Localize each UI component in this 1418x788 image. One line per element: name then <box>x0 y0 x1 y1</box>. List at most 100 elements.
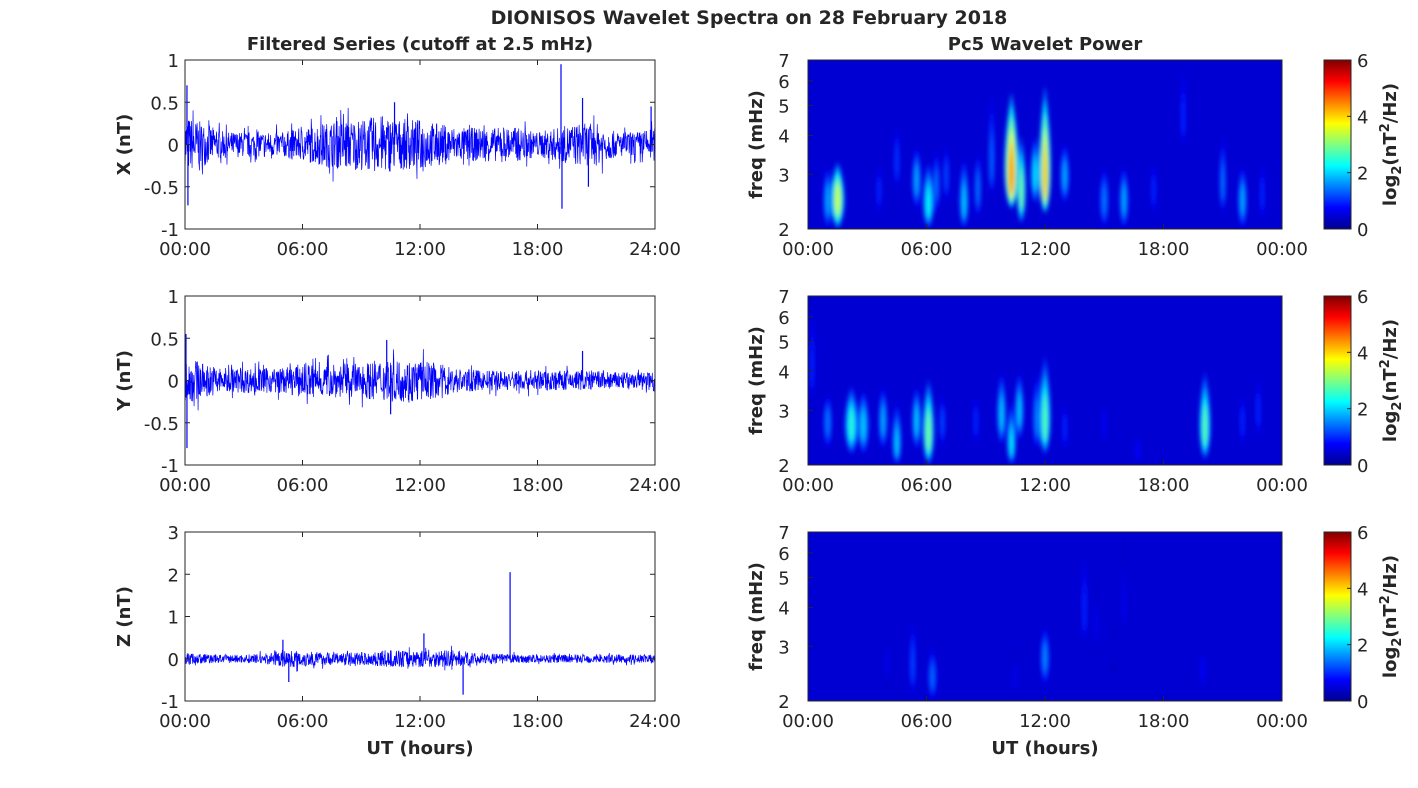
colorbar-tick-label: 4 <box>1357 579 1368 600</box>
x-tick-label: 00:00 <box>1256 475 1308 496</box>
colorbar-tick-label: 6 <box>1357 51 1368 72</box>
y-tick-label: 1 <box>168 608 179 629</box>
burst-4-layer-4 <box>881 404 885 437</box>
colorbar-gradient <box>1323 531 1352 702</box>
burst-9-layer-4 <box>1201 656 1205 683</box>
panel-title: Pc5 Wavelet Power <box>948 34 1143 55</box>
x-tick-label: 00:00 <box>1256 239 1308 260</box>
colorbar-tick-label: 0 <box>1357 220 1368 241</box>
y-tick-label: 0 <box>168 372 179 393</box>
burst-5-layer-4 <box>1083 581 1086 631</box>
burst-22-layer-4 <box>1261 177 1264 211</box>
x-tick-label: 18:00 <box>512 239 564 260</box>
burst-15-layer-4 <box>1063 414 1066 442</box>
y-tick-label: 2 <box>778 692 789 713</box>
x-tick-label: 24:00 <box>629 239 681 260</box>
colorbar-tick-label: 0 <box>1357 456 1368 477</box>
burst-8-layer-4 <box>962 183 966 218</box>
colorbar: 0 2 4 6 log2(nT2/Hz) <box>1323 287 1405 477</box>
y-tick-label: 6 <box>778 72 789 93</box>
burst-5-layer-4 <box>926 185 931 218</box>
y-tick-label: 3 <box>168 523 179 544</box>
series-panel-z: -1 0 1 2 3 00:00 06:00 12:00 18:00 24:00 Z (nT) UT … <box>114 523 681 759</box>
x-tick-label: 18:00 <box>512 711 564 732</box>
burst-3-layer-4 <box>861 408 866 442</box>
y-tick-label: 0 <box>168 650 179 671</box>
series-line <box>184 107 656 182</box>
colorbar: 0 2 4 6 log2(nT2/Hz) <box>1323 523 1405 713</box>
burst-7-layer-4 <box>926 409 931 452</box>
x-tick-label: 00:00 <box>782 239 834 260</box>
y-tick-label: 1 <box>168 287 179 308</box>
y-tick-label: 0 <box>168 136 179 157</box>
burst-17-layer-4 <box>1122 183 1126 216</box>
y-tick-label: 0.5 <box>150 329 179 350</box>
burst-12-layer-4 <box>1019 167 1023 211</box>
burst-6-layer-4 <box>1095 603 1098 643</box>
colorbar-tick-label: 0 <box>1357 692 1368 713</box>
burst-1-layer-4 <box>826 407 830 437</box>
y-tick-label: -1 <box>161 456 179 477</box>
burst-8-layer-4 <box>1122 573 1126 625</box>
burst-5-layer-4 <box>895 426 899 457</box>
x-tick-label: 06:00 <box>901 711 953 732</box>
x-tick-label: 12:00 <box>1019 711 1071 732</box>
colorbar-tick-label: 2 <box>1357 636 1368 657</box>
x-axis-label: UT (hours) <box>366 738 473 759</box>
burst-18-layer-4 <box>1203 403 1207 447</box>
y-tick-label: 3 <box>778 165 789 186</box>
burst-9-layer-4 <box>976 171 979 206</box>
x-tick-label: 24:00 <box>629 475 681 496</box>
y-tick-label: 4 <box>778 598 789 619</box>
burst-14-layer-4 <box>1043 393 1047 442</box>
burst-21-layer-4 <box>1241 183 1244 216</box>
colorbar-tick-label: 4 <box>1357 343 1368 364</box>
y-tick-label: 2 <box>168 565 179 586</box>
heatmap-bursts <box>823 60 1266 229</box>
burst-14-layer-4 <box>1043 139 1047 201</box>
x-tick-label: 06:00 <box>277 239 329 260</box>
y-tick-label: 6 <box>778 308 789 329</box>
y-tick-label: 7 <box>778 51 789 72</box>
y-tick-label: 2 <box>778 220 789 241</box>
y-tick-label: 6 <box>778 544 789 565</box>
panel-title: Filtered Series (cutoff at 2.5 mHz) <box>247 34 593 55</box>
y-tick-label: 3 <box>778 401 789 422</box>
series-panel-y: -1 -0.5 0 0.5 1 00:00 06:00 12:00 18:00 24:00 Y (n… <box>114 287 681 496</box>
burst-16-layer-4 <box>1103 411 1106 437</box>
burst-10-layer-4 <box>990 132 993 183</box>
burst-0-layer-4 <box>835 182 840 216</box>
plots: -1 -0.5 0 0.5 1 00:00 06:00 12:00 18:00 24:00 X (n… <box>114 34 1405 759</box>
y-axis-label: freq (mHz) <box>746 326 767 435</box>
burst-2-layer-4 <box>930 662 934 690</box>
burst-7-layer-4 <box>945 159 948 191</box>
y-axis-label: freq (mHz) <box>746 90 767 199</box>
y-tick-label: 5 <box>778 332 789 353</box>
plot-area <box>185 532 655 701</box>
burst-2-layer-4 <box>877 176 881 206</box>
y-tick-label: 4 <box>778 126 789 147</box>
x-tick-label: 00:00 <box>1256 711 1308 732</box>
burst-9-layer-4 <box>974 406 977 437</box>
x-tick-label: 12:00 <box>1019 475 1071 496</box>
y-tick-label: 7 <box>778 523 789 544</box>
burst-7-layer-4 <box>1113 636 1116 663</box>
colorbar-gradient <box>1323 59 1352 230</box>
burst-0-layer-4 <box>810 337 814 389</box>
series-line <box>184 645 656 672</box>
x-tick-label: 12:00 <box>394 711 446 732</box>
y-tick-label: 3 <box>778 637 789 658</box>
y-tick-label: -0.5 <box>144 414 179 435</box>
x-tick-label: 00:00 <box>159 711 211 732</box>
burst-16-layer-4 <box>1102 183 1106 216</box>
heatmap-bursts <box>808 296 1262 465</box>
burst-4-layer-4 <box>1043 642 1047 673</box>
series-line <box>184 349 656 411</box>
y-tick-label: 7 <box>778 287 789 308</box>
y-tick-label: -0.5 <box>144 178 179 199</box>
y-tick-label: 2 <box>778 456 789 477</box>
x-tick-label: 00:00 <box>782 711 834 732</box>
